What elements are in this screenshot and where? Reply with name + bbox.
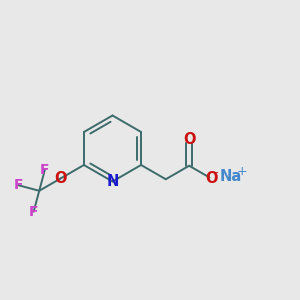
Text: +: + [236,165,247,178]
Text: O: O [183,132,195,147]
Text: O: O [205,171,217,185]
Text: F: F [14,178,23,192]
Text: O: O [54,171,67,186]
Text: F: F [40,163,50,177]
Text: Na: Na [220,169,242,184]
Text: −: − [211,168,219,178]
Text: F: F [29,205,38,219]
Text: N: N [106,174,119,189]
